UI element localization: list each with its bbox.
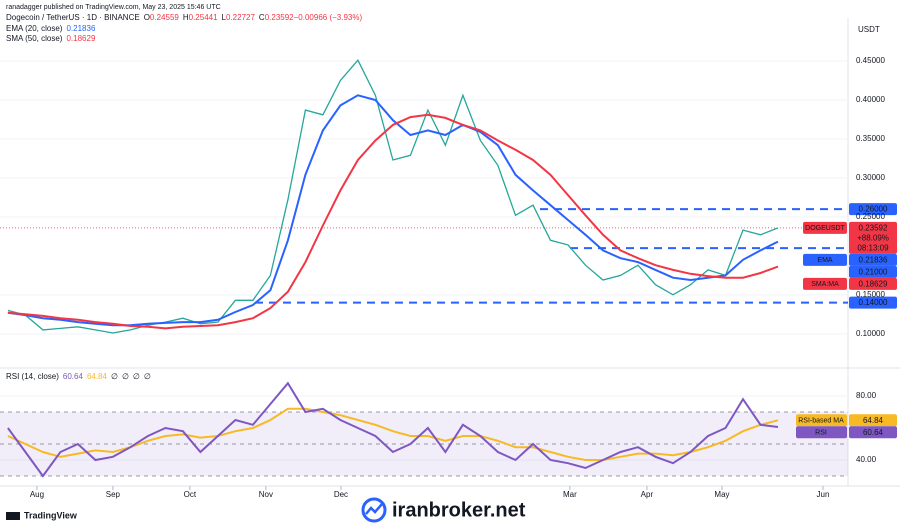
ohlc-value: −0.00966 (−3.93%) [294, 13, 363, 22]
series-value-tag [849, 414, 897, 427]
watermark-icon-arrow [365, 503, 383, 515]
legend-name: EMA (20, close) [6, 24, 63, 33]
legend-entry: SMA (50, close) 0.18629 [6, 34, 96, 43]
x-tick-label: Mar [563, 490, 577, 499]
series-line [7, 381, 779, 478]
y-tick-label: 0.10000 [856, 329, 885, 338]
y-tick-label: 0.35000 [856, 134, 885, 143]
brand: TradingView [6, 510, 78, 520]
level-tag-label: 0.14000 [859, 298, 888, 307]
y-tick-label: 0.45000 [856, 56, 885, 65]
watermark: iranbroker.net [361, 497, 526, 523]
series-tag-name: RSI [815, 430, 827, 437]
watermark-text: iranbroker.net [392, 499, 526, 521]
rsi-legend-value: ∅ [122, 372, 129, 381]
y-tick-label: 80.00 [856, 391, 877, 400]
level-tag [849, 203, 897, 216]
series-tag-name: RSI-based MA [798, 418, 844, 425]
rsi-legend-value: ∅ [133, 372, 140, 381]
series-tag-name: EMA [817, 257, 833, 264]
series-value-label: 0.21836 [859, 255, 888, 264]
series-tag [803, 253, 847, 266]
series-tag [796, 426, 847, 439]
legend-entry: EMA (20, close) 0.21836 [6, 24, 96, 33]
level-tag [849, 296, 897, 309]
x-tick-label: Oct [184, 490, 197, 499]
level-tag-label: 0.21000 [859, 267, 888, 276]
series-value-label: 0.18629 [859, 279, 888, 288]
y-tick-label: 40.00 [856, 455, 877, 464]
series-line [7, 94, 779, 327]
marks-layer [0, 59, 848, 478]
series-extra-label: +88.09% [857, 233, 889, 242]
series-value-tag [849, 221, 897, 254]
ohlc-key: L [222, 13, 227, 22]
rsi-legend-value: ∅ [111, 372, 118, 381]
ohlc-value: 0.25441 [189, 13, 218, 22]
x-tick-label: Dec [334, 490, 348, 499]
series-value-tag [849, 426, 897, 439]
series-tag [796, 414, 847, 427]
x-tick-label: Sep [106, 490, 121, 499]
ohlc-key: C [259, 13, 265, 22]
y-tick-label: 0.15000 [856, 290, 885, 299]
y-tick-label: 0.40000 [856, 95, 885, 104]
legend-name: SMA (50, close) [6, 34, 63, 43]
series-tag [803, 221, 847, 234]
brand-logo [6, 512, 20, 520]
ohlc-value: 0.23592 [265, 13, 294, 22]
ohlc-value: 0.22727 [226, 13, 255, 22]
series-tag-name: DOGEUSDT [805, 225, 845, 232]
unit-label: USDT [858, 25, 880, 34]
x-tick-label: Aug [30, 490, 44, 499]
tags-layer: 0.26000 DOGEUSDT 0.23592+88.09%08:13:09 EMA… [796, 203, 897, 439]
rsi-legend-value: 60.64 [63, 372, 84, 381]
rsi-title: RSI (14, close) [6, 372, 59, 381]
x-tick-label: Nov [259, 490, 273, 499]
rsi-legend-value: ∅ [144, 372, 151, 381]
series-line [7, 59, 779, 334]
ohlc-key: O [144, 13, 150, 22]
series-value-label: 0.23592 [859, 223, 888, 232]
symbol-title: Dogecoin / TetherUS · 1D · BINANCE [6, 13, 140, 22]
ohlc-key: H [183, 13, 189, 22]
series-extra-label: 08:13:09 [857, 243, 889, 252]
series-tag-name: SMA:MA [811, 281, 839, 288]
rsi-legend-value: 64.84 [87, 372, 108, 381]
x-tick-label: Jun [817, 490, 830, 499]
x-tick-label: Apr [641, 490, 654, 499]
y-tick-label: 0.25000 [856, 212, 885, 221]
watermark-icon [361, 497, 387, 523]
series-value-label: 60.64 [863, 428, 884, 437]
level-tag [849, 265, 897, 278]
level-tag-label: 0.26000 [859, 205, 888, 214]
published-note: ranadagger published on TradingView.com,… [6, 4, 221, 11]
series-line [7, 113, 779, 330]
brand-text: TradingView [24, 510, 78, 520]
series-value-tag [849, 253, 897, 266]
legend-value: 0.21836 [66, 24, 95, 33]
series-value-tag [849, 277, 897, 290]
x-tick-label: May [714, 490, 729, 499]
legend-title: Dogecoin / TetherUS · 1D · BINANCE O0.245… [6, 13, 362, 22]
ohlc-value: 0.24559 [150, 13, 179, 22]
series-tag [803, 277, 847, 290]
y-tick-label: 0.30000 [856, 173, 885, 182]
legend-value: 0.18629 [66, 34, 95, 43]
rsi-legend: RSI (14, close) 60.64 64.84 ∅ ∅ ∅ ∅ [6, 372, 151, 381]
series-value-label: 64.84 [863, 416, 884, 425]
